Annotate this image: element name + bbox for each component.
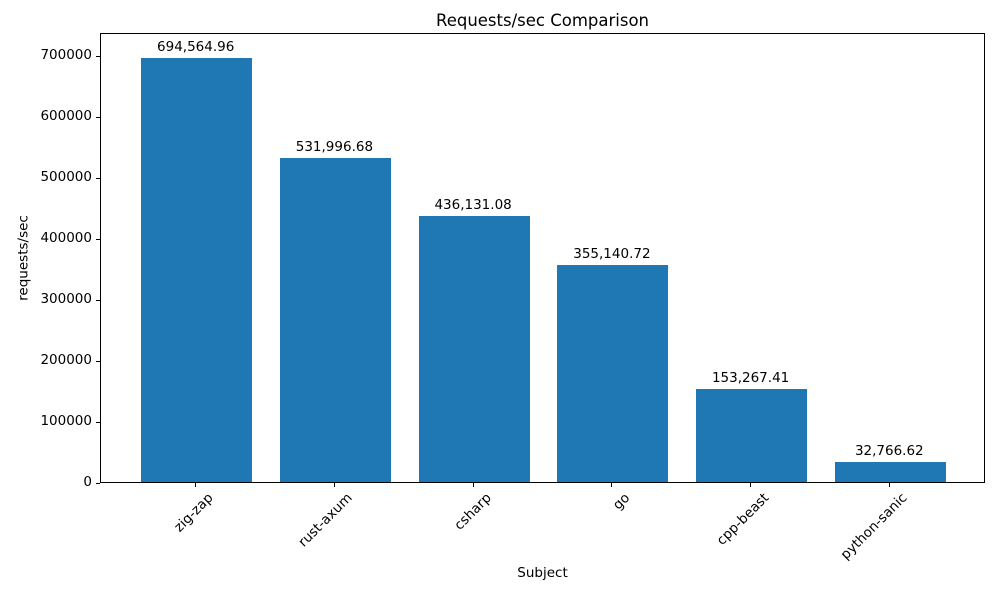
x-tick-label: go [609, 490, 634, 514]
y-tick-label: 600000 [40, 108, 92, 124]
bar-value-label: 153,267.41 [711, 369, 790, 386]
y-tick [96, 55, 100, 57]
y-tick [96, 299, 100, 301]
y-tick-label: 300000 [40, 291, 92, 307]
y-tick-label: 0 [83, 474, 92, 490]
y-tick [96, 116, 100, 118]
bar [141, 58, 253, 482]
y-tick-label: 700000 [40, 47, 92, 63]
x-tick-label: csharp [450, 490, 495, 534]
y-tick [96, 421, 100, 423]
y-tick [96, 482, 100, 484]
y-tick-label: 500000 [40, 169, 92, 185]
chart-title: Requests/sec Comparison [435, 11, 650, 30]
x-tick [195, 483, 197, 487]
bar-value-label: 436,131.08 [434, 197, 512, 213]
x-tick [472, 483, 474, 487]
y-tick [96, 177, 100, 179]
x-tick-label: python-sanic [837, 490, 911, 563]
y-tick [96, 360, 100, 362]
y-tick-label: 400000 [40, 230, 92, 246]
y-tick-label: 200000 [40, 352, 92, 368]
bar [418, 216, 530, 482]
plot-area [100, 33, 985, 483]
bar-value-label: 355,140.72 [573, 246, 651, 263]
x-tick [750, 483, 752, 487]
bar-value-label: 531,996.68 [295, 138, 374, 155]
bar [696, 388, 808, 482]
x-tick [888, 483, 890, 487]
x-tick [611, 483, 613, 487]
bar-value-label: 694,564.96 [157, 39, 235, 56]
x-tick-label: rust-axum [295, 490, 356, 551]
x-tick-label: cpp-beast [713, 490, 772, 549]
y-tick [96, 238, 100, 240]
x-tick-label: zig-zap [171, 490, 218, 536]
y-tick-label: 100000 [40, 413, 92, 429]
bar [279, 157, 391, 482]
y-axis-label: requests/sec [15, 215, 32, 301]
bar [834, 462, 946, 482]
bar [557, 265, 669, 482]
bar-value-label: 32,766.62 [854, 443, 924, 459]
x-tick [333, 483, 335, 487]
x-axis-label: Subject [517, 565, 568, 581]
